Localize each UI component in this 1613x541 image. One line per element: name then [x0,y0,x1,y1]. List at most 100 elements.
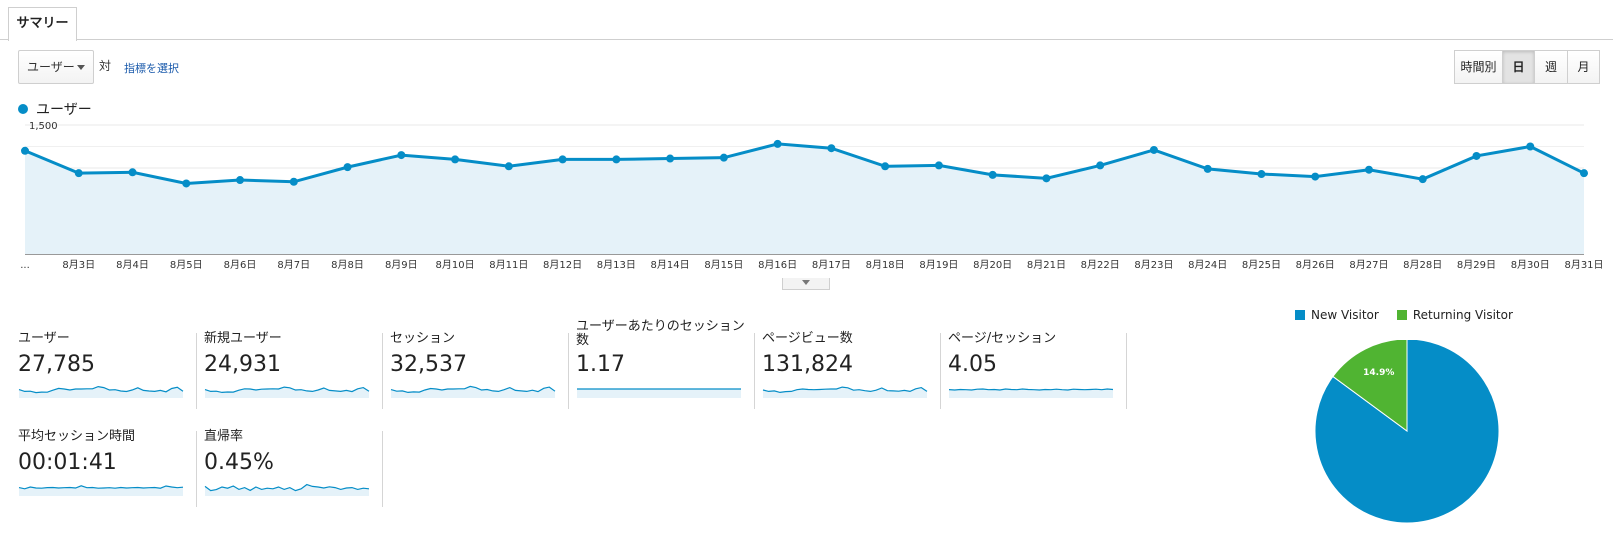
metric-title: ページ/セッション [948,331,1057,346]
x-tick-label: 8月8日 [331,259,364,271]
vs-label: 対 [99,59,112,73]
x-tick-label: 8月4日 [116,259,149,271]
pie-slice-label: 85.1% [1432,525,1463,535]
sparkline-area [19,386,183,398]
caret-down-icon [77,65,85,70]
tile-divider [196,431,197,507]
legend-swatch-icon [1295,310,1305,320]
metric-title: セッション [390,331,456,346]
pie-legend-item-returning[interactable]: Returning Visitor [1396,308,1513,322]
data-point [1096,161,1105,170]
series-dot-icon [18,104,28,114]
metric-sparkline [948,388,1114,398]
week-button[interactable]: 週 [1534,50,1568,84]
x-tick-label: 8月7日 [277,259,310,271]
tile-divider [1126,333,1127,409]
data-point [612,155,621,164]
data-point [1257,170,1266,179]
data-point [666,154,675,163]
metric-tile[interactable]: 新規ユーザー 24,931 [204,332,384,422]
metric-dropdown-value: ユーザー [27,60,75,74]
x-tick-label: 8月17日 [812,259,851,271]
tile-divider [754,333,755,409]
x-tick-label: 8月24日 [1188,259,1227,271]
tab-summary[interactable]: サマリー [8,7,77,41]
sparkline-area [763,387,927,398]
sparkline-line [18,485,184,490]
chart-legend-label: ユーザー [36,102,92,118]
sparkline-line [18,385,184,394]
data-point [1580,169,1588,178]
x-tick-label: 8月27日 [1349,259,1388,271]
x-tick-label: 8月19日 [919,259,958,271]
data-point [1311,172,1320,181]
tile-divider [568,333,569,409]
metric-tile[interactable]: ユーザー 27,785 [18,332,198,422]
sparkline-area [949,389,1113,398]
data-point [182,179,191,188]
data-point [21,146,29,155]
data-point [1418,175,1427,184]
x-tick-label: 8月10日 [436,259,475,271]
metric-sparkline [577,388,741,398]
data-point [397,151,406,160]
data-point [128,168,137,177]
x-tick-label: 8月14日 [651,259,690,271]
data-point [988,170,997,179]
metric-dropdown[interactable]: ユーザー [18,50,94,84]
metric-tile[interactable]: セッション 32,537 [390,332,570,422]
data-point [881,162,890,171]
tab-bar [0,0,1613,40]
sparkline-line [390,385,556,394]
x-tick-label: 8月25日 [1242,259,1281,271]
metric-title: 直帰率 [204,429,244,444]
x-tick-label: 8月5日 [170,259,203,271]
metric-tile[interactable]: ページビュー数 131,824 [762,332,942,422]
x-tick-label: 8月11日 [489,259,528,271]
data-point [719,153,728,162]
metric-tile[interactable]: 平均セッション時間 00:01:41 [18,430,198,520]
data-point [1526,142,1535,151]
metric-tile[interactable]: ユーザーあたりのセッション数 1.17 [576,320,756,424]
hourly-button[interactable]: 時間別 [1454,50,1503,84]
metric-value: 1.17 [576,352,625,377]
data-point [773,139,782,148]
x-tick-label: 8月29日 [1457,259,1496,271]
x-tick-label: 8月20日 [973,259,1012,271]
x-tick-label: 8月16日 [758,259,797,271]
sparkline-area [205,484,369,496]
metric-sparkline [390,385,556,398]
x-tick-label: 8月30日 [1511,259,1550,271]
data-point [451,155,460,164]
metric-tile[interactable]: ページ/セッション 4.05 [948,332,1128,422]
metric-value: 131,824 [762,352,853,377]
chart-collapse-handle[interactable] [782,278,830,290]
pie-legend-item-new[interactable]: New Visitor [1295,308,1379,322]
data-point [343,163,352,172]
x-tick-label: 8月15日 [704,259,743,271]
metric-title: 平均セッション時間 [18,429,136,444]
data-point [236,176,245,185]
data-point [1364,165,1373,174]
data-point [1203,164,1212,173]
x-tick-label: 8月31日 [1564,259,1603,271]
users-area [25,143,1584,254]
metric-tile[interactable]: 直帰率 0.45% [204,430,384,520]
x-tick-label: 8月12日 [543,259,582,271]
month-button[interactable]: 月 [1567,50,1600,84]
metric-sparkline [204,386,370,398]
legend-swatch-icon [1396,310,1407,320]
sparkline-area [19,485,183,496]
x-tick-label: 8月18日 [866,259,905,271]
metric-value: 24,931 [204,352,281,377]
data-point [558,155,567,164]
day-button[interactable]: 日 [1502,50,1535,84]
data-point [1149,145,1158,154]
data-point [74,169,83,178]
select-metric-link[interactable]: 指標を選択 [124,62,179,75]
tile-divider [382,431,383,507]
metric-sparkline [18,485,184,496]
y-tick-label: 1,500 [29,121,58,132]
time-granularity-buttons: 時間別 日 週 月 [1454,50,1600,84]
tile-divider [382,333,383,409]
